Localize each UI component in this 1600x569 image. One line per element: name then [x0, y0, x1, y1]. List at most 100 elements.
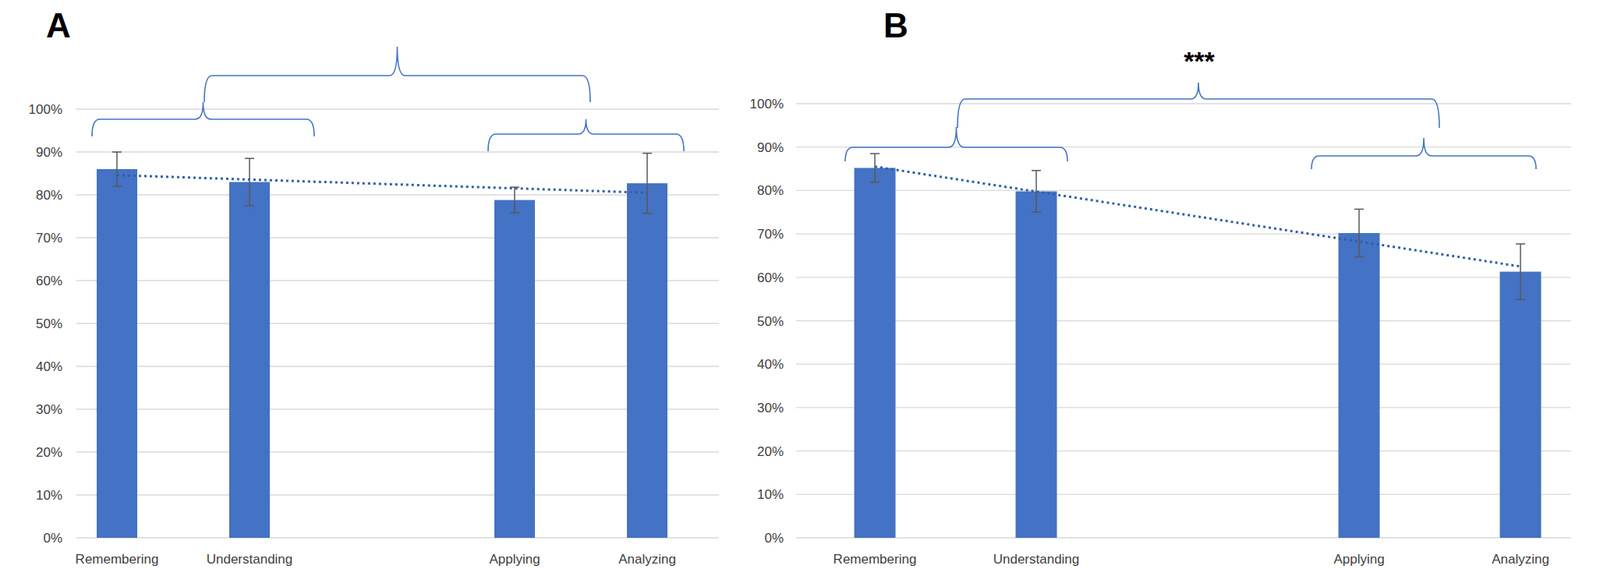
bracket — [488, 119, 684, 152]
grid-line — [76, 237, 719, 238]
x-tick-label: Analyzing — [618, 552, 677, 567]
grid-line — [796, 276, 1572, 278]
grid-line — [76, 322, 719, 324]
error-bar — [509, 187, 520, 213]
x-tick-label: Remembering — [75, 552, 160, 567]
error-cap — [1031, 169, 1041, 172]
grid-line — [796, 233, 1572, 234]
bar — [1338, 233, 1381, 539]
panel-title: B — [883, 6, 909, 45]
error-cap — [870, 181, 880, 184]
grid-line — [76, 108, 719, 110]
bar — [1015, 191, 1058, 539]
y-tick-label: 80% — [35, 187, 63, 203]
error-cap — [1354, 208, 1364, 211]
error-stem — [1519, 244, 1522, 300]
y-tick-label: 10% — [35, 488, 63, 503]
grid-line — [76, 279, 719, 281]
annotation: *** — [1183, 46, 1215, 76]
error-cap — [642, 152, 652, 155]
error-stem — [646, 153, 648, 214]
error-bar — [642, 153, 652, 214]
error-bar — [1354, 208, 1364, 257]
x-tick-label: Applying — [1333, 552, 1385, 567]
y-tick-label: 60% — [757, 270, 784, 286]
error-cap — [509, 212, 520, 214]
bar — [626, 183, 668, 539]
grid-line — [796, 320, 1572, 322]
y-tick-label: 90% — [757, 140, 784, 156]
error-cap — [244, 158, 255, 160]
error-cap — [112, 151, 122, 153]
x-tick-label: Analyzing — [1491, 552, 1550, 567]
y-tick-label: 30% — [757, 400, 784, 416]
x-tick-label: Applying — [488, 552, 540, 567]
error-bar — [870, 153, 880, 183]
error-stem — [1035, 170, 1038, 213]
error-cap — [112, 185, 122, 188]
bracket — [204, 46, 591, 103]
bar — [96, 169, 138, 539]
bar — [229, 182, 270, 539]
figure: A 0% 10% 20% 30% 40% 50% 60% 70% 80% 90% 100% Rememb… — [0, 0, 1600, 569]
error-cap — [870, 152, 880, 155]
y-tick-label: 50% — [757, 314, 784, 330]
grid-line — [76, 408, 719, 410]
grid-line — [796, 364, 1572, 365]
grid-line — [796, 190, 1572, 192]
y-tick-label: 70% — [757, 226, 784, 242]
grid-line — [796, 450, 1572, 452]
y-tick-label: 70% — [35, 230, 63, 246]
y-tick-label: 80% — [757, 183, 784, 199]
error-bar — [1515, 244, 1526, 300]
marks — [96, 152, 668, 539]
y-tick-label: 100% — [750, 96, 784, 112]
error-cap — [1031, 212, 1041, 214]
panel-title: A — [46, 6, 71, 45]
y-tick-label: 30% — [35, 402, 63, 418]
y-tick-label: 0% — [764, 530, 784, 546]
y-tick-label: 20% — [35, 445, 63, 461]
y-tick-label: 10% — [757, 487, 784, 503]
x-tick-label: Remembering — [833, 552, 917, 567]
y-tick-label: 100% — [28, 102, 63, 117]
error-stem — [248, 158, 251, 206]
y-tick-label: 40% — [757, 357, 784, 372]
error-stem — [874, 153, 876, 183]
error-bar — [244, 158, 255, 206]
error-bar — [112, 152, 122, 187]
bracket — [845, 127, 1068, 162]
error-cap — [244, 205, 255, 207]
bar — [494, 200, 535, 539]
grid-line — [76, 451, 719, 453]
panel: A0%10%20%30%40%50%60%70%80%90%100%Rememb… — [28, 6, 719, 567]
y-tick-label: 0% — [42, 530, 63, 546]
x-tick-label: Understanding — [993, 552, 1080, 567]
grid-line — [796, 537, 1572, 539]
bracket — [92, 102, 315, 137]
error-cap — [642, 212, 652, 215]
chart-canvas: A 0% 10% 20% 30% 40% 50% 60% 70% 80% 90% 100% Rememb… — [0, 0, 1600, 569]
y-tick-label: 90% — [35, 145, 63, 160]
bracket — [957, 82, 1440, 128]
panel: B 0% 10% 20% 30% 40% 50% 60% 70% 80% 90% 100% Rememb… — [750, 6, 1572, 567]
grid-line — [76, 194, 719, 195]
error-cap — [1515, 243, 1526, 245]
error-stem — [116, 152, 118, 187]
y-tick-label: 20% — [757, 444, 784, 460]
trendline — [116, 175, 648, 194]
trendline — [874, 166, 1521, 267]
bar — [1500, 272, 1542, 539]
grid-line — [76, 365, 719, 367]
y-tick-label: 50% — [35, 316, 63, 332]
error-cap — [1515, 298, 1526, 301]
grid-line — [76, 151, 719, 153]
error-cap — [1354, 256, 1364, 259]
grid-line — [796, 494, 1572, 496]
y-tick-label: 40% — [35, 359, 63, 375]
marks — [854, 153, 1542, 539]
grid-line — [76, 494, 719, 496]
error-stem — [513, 187, 516, 213]
bar — [854, 167, 896, 539]
x-tick-label: Understanding — [206, 552, 294, 567]
